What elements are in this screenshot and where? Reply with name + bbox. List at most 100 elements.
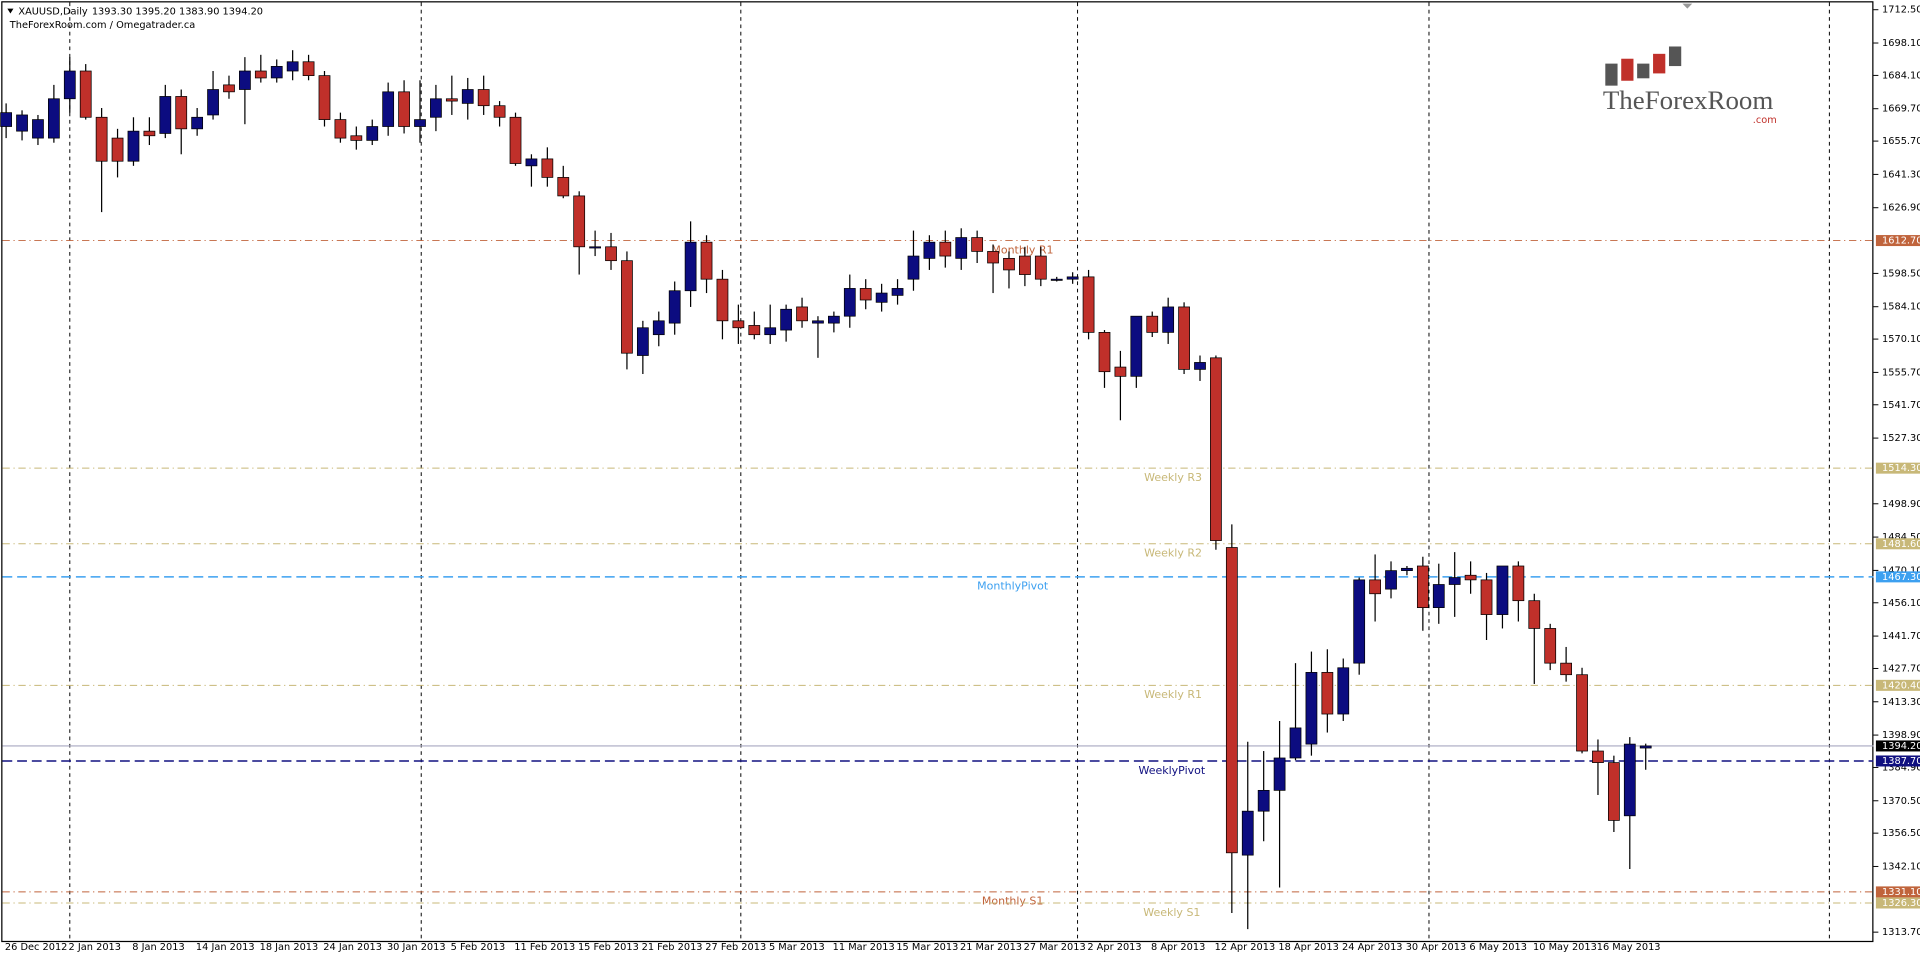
candle-body: [1544, 628, 1557, 664]
logo-bar: [1605, 63, 1618, 86]
candle-body: [1066, 276, 1079, 280]
y-tick-label: 1584.10: [1882, 302, 1920, 313]
candle-body: [955, 237, 968, 259]
candle-body: [939, 241, 952, 257]
candle-body: [1050, 278, 1063, 281]
x-tick-label: 30 Apr 2013: [1406, 942, 1467, 953]
candle-body: [1178, 306, 1190, 370]
price-box: [1875, 886, 1920, 898]
y-tick-label: 1313.70: [1882, 927, 1920, 938]
candle-body: [286, 61, 299, 72]
candle-body: [668, 290, 681, 324]
y-tick-label: 1626.90: [1882, 203, 1920, 214]
candle-body: [111, 137, 124, 162]
period-separators: [69, 2, 1830, 943]
y-tick-label: 1441.70: [1882, 631, 1920, 642]
candle-body: [652, 320, 665, 336]
x-tick-label: 24 Apr 2013: [1342, 942, 1403, 953]
candle-body: [1337, 667, 1350, 715]
x-tick-label: 2 Apr 2013: [1087, 942, 1141, 953]
ohlc-text: 1393.30 1395.20 1383.90 1394.20: [92, 7, 263, 18]
candle-body: [32, 119, 44, 139]
candle-body: [1146, 315, 1159, 333]
y-tick-label: 1498.90: [1882, 499, 1920, 510]
x-tick-label: 15 Mar 2013: [896, 942, 958, 953]
candle-body: [1003, 257, 1015, 271]
price-box: [1875, 740, 1920, 752]
x-tick-label: 5 Mar 2013: [769, 942, 825, 953]
candle-body: [875, 292, 888, 303]
price-box-label: 1514.30: [1882, 463, 1920, 474]
candle-body: [1560, 662, 1572, 676]
candle-body: [254, 70, 267, 79]
candle-body: [1225, 547, 1238, 854]
candle-body: [1401, 567, 1413, 571]
candle-body: [1210, 357, 1222, 541]
candle-body: [1289, 727, 1302, 759]
candle-body: [1608, 762, 1620, 821]
y-tick-label: 1698.10: [1882, 38, 1920, 49]
candle-body: [1528, 600, 1541, 629]
y-tick-label: 1398.90: [1882, 730, 1920, 741]
x-tick-label: 8 Jan 2013: [132, 942, 184, 953]
x-tick-label: 14 Jan 2013: [196, 942, 255, 953]
logo-suffix: .com: [1753, 115, 1777, 126]
levels: Monthly R1 Weekly R3 Weekly R2 MonthlyPivot…: [2, 240, 1874, 919]
chart-title: XAUUSD,Daily: [18, 7, 88, 18]
candle-body: [1480, 579, 1493, 615]
candle-body: [828, 315, 840, 324]
candle-body: [1321, 672, 1334, 715]
candle-body: [987, 251, 999, 264]
price-box-label: 1420.40: [1882, 680, 1920, 691]
level-name: Monthly R1: [991, 243, 1053, 256]
candle-body: [398, 91, 410, 127]
candle-body: [159, 96, 172, 134]
candle-body: [0, 112, 12, 127]
x-tick-label: 18 Jan 2013: [260, 942, 319, 953]
level-name: Monthly S1: [982, 895, 1044, 908]
candle-body: [207, 89, 219, 116]
candle-body: [891, 288, 904, 296]
level-name: Weekly S1: [1143, 906, 1200, 919]
candle-body: [1512, 565, 1525, 602]
price-axis: 1712.50 1698.10 1684.10 1669.70 1655.70 1641.…: [5, 5, 1920, 953]
level-name: Weekly R1: [1144, 688, 1202, 701]
x-tick-label: 15 Feb 2013: [578, 942, 639, 953]
candle-body: [923, 241, 936, 259]
candle-body: [239, 70, 251, 90]
x-tick-label: 11 Feb 2013: [514, 942, 575, 953]
x-tick-label: 21 Feb 2013: [642, 942, 703, 953]
level-name: Weekly R3: [1144, 471, 1202, 484]
x-tick-label: 21 Mar 2013: [960, 942, 1022, 953]
candle-body: [509, 116, 522, 164]
candle-body: [16, 114, 28, 132]
y-tick-label: 1470.10: [1882, 565, 1920, 576]
price-box: [1875, 897, 1920, 909]
candle-body: [1353, 579, 1366, 664]
candle-body: [525, 158, 538, 167]
y-tick-label: 1527.30: [1882, 433, 1920, 444]
x-tick-label: 11 Mar 2013: [833, 942, 895, 953]
y-tick-label: 1655.70: [1882, 136, 1920, 147]
candle-body: [1639, 745, 1652, 749]
candle-body: [1034, 255, 1047, 280]
candle-body: [48, 98, 60, 139]
candle-body: [1385, 570, 1397, 590]
candle-body: [477, 89, 490, 107]
candle-body: [907, 255, 920, 280]
price-box: [1875, 679, 1920, 691]
x-tick-label: 26 Dec 2012: [5, 942, 68, 953]
candle-body: [1273, 757, 1286, 791]
candle-body: [79, 70, 92, 118]
candle-body: [605, 246, 617, 262]
candle-body: [796, 306, 808, 322]
y-tick-label: 1570.10: [1882, 334, 1920, 345]
candle-body: [414, 119, 426, 127]
price-box-label: 1326.30: [1882, 898, 1920, 909]
price-box-label: 1467.30: [1882, 572, 1920, 583]
candle-body: [1114, 366, 1127, 377]
candle-body: [1257, 789, 1270, 812]
